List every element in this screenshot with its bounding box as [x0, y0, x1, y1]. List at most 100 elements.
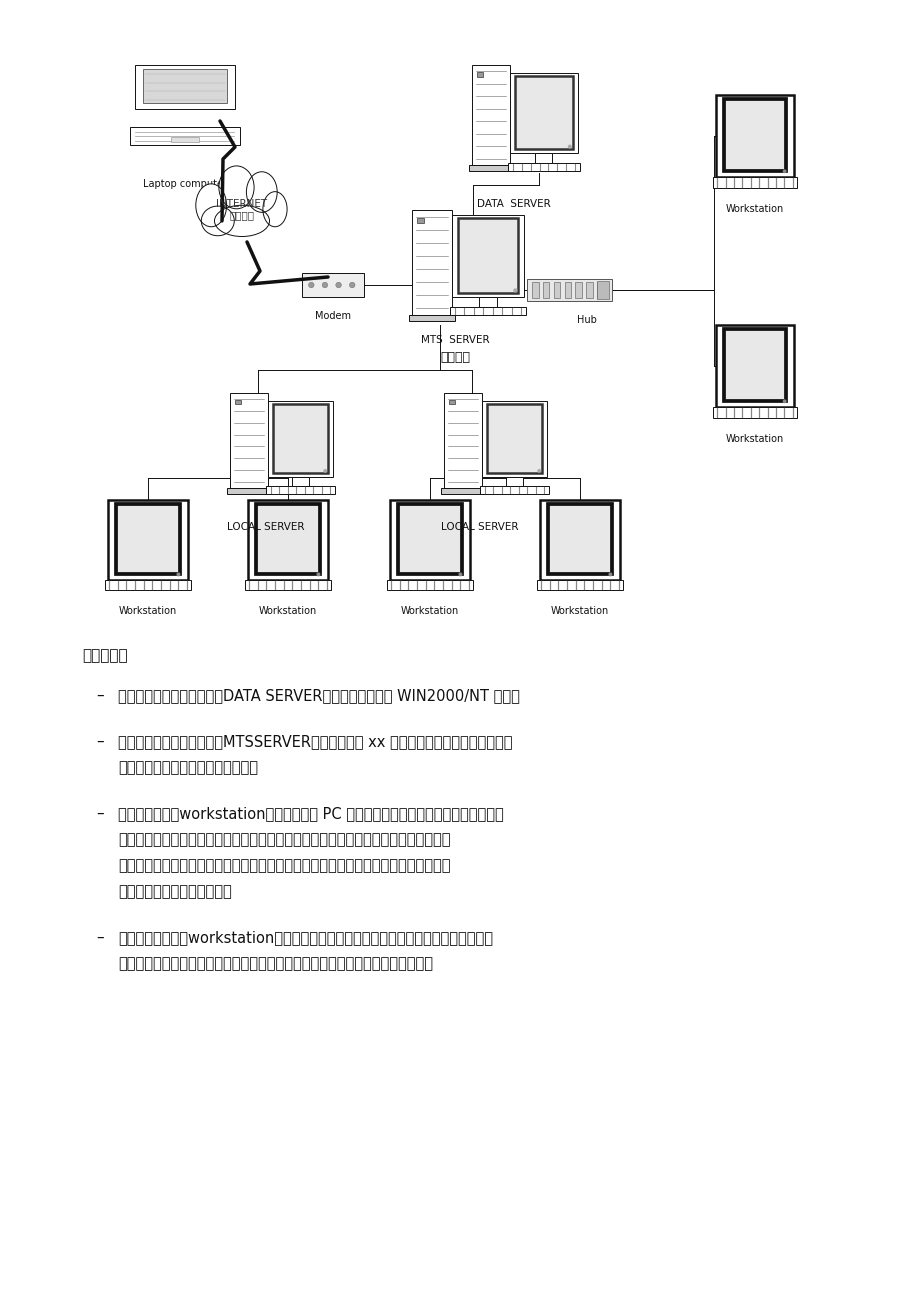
Ellipse shape	[263, 191, 287, 227]
Bar	[539, 500, 619, 579]
Circle shape	[308, 283, 313, 288]
Bar	[441, 488, 484, 493]
Bar	[398, 504, 461, 574]
Bar	[596, 281, 608, 298]
Ellipse shape	[214, 206, 269, 237]
Text: Workstation: Workstation	[725, 203, 783, 214]
Ellipse shape	[219, 165, 254, 208]
Bar	[723, 99, 786, 171]
Bar	[105, 579, 191, 590]
Text: –: –	[96, 687, 104, 703]
Text: 总部的客户端（workstation）使用普通的 PC 机，作为客户端操作某系统使用，从系统: 总部的客户端（workstation）使用普通的 PC 机，作为客户端操作某系统…	[118, 806, 504, 822]
Bar	[596, 283, 604, 298]
Bar	[479, 297, 496, 307]
Text: 移动办公: 移动办公	[229, 210, 255, 220]
Bar	[171, 137, 199, 142]
Text: –: –	[96, 930, 104, 945]
Bar	[130, 128, 240, 145]
Text: Workstation: Workstation	[725, 434, 783, 444]
Bar	[135, 65, 234, 109]
Bar	[273, 404, 327, 474]
Circle shape	[176, 573, 180, 577]
Bar	[292, 477, 308, 486]
Bar	[230, 393, 267, 488]
Circle shape	[316, 573, 320, 577]
Bar	[536, 579, 622, 590]
Text: Workstation: Workstation	[550, 607, 608, 616]
Ellipse shape	[246, 172, 277, 212]
Bar	[412, 210, 451, 315]
Text: 图示说明：: 图示说明：	[82, 648, 128, 663]
Bar	[108, 500, 187, 579]
Bar	[575, 283, 582, 298]
Bar	[227, 488, 270, 493]
Bar	[482, 401, 547, 477]
Bar	[451, 215, 524, 297]
Bar	[390, 500, 470, 579]
Text: –: –	[96, 806, 104, 822]
Bar	[542, 283, 549, 298]
Bar	[444, 393, 482, 488]
Bar	[476, 72, 482, 77]
Bar	[585, 283, 593, 298]
Bar	[409, 315, 455, 322]
Bar	[255, 504, 320, 574]
Text: Modem: Modem	[314, 311, 351, 322]
Text: Laptop computer: Laptop computer	[142, 178, 227, 189]
Bar	[531, 283, 538, 298]
Bar	[448, 400, 455, 405]
Bar	[234, 400, 241, 405]
Bar	[564, 283, 571, 298]
Circle shape	[322, 283, 327, 288]
Bar	[386, 579, 472, 590]
Bar	[267, 486, 335, 493]
Circle shape	[323, 469, 327, 473]
Bar	[487, 404, 541, 474]
Bar	[723, 329, 786, 401]
Circle shape	[567, 145, 572, 148]
Bar	[471, 65, 509, 165]
Bar	[715, 95, 793, 177]
Ellipse shape	[196, 184, 226, 227]
Circle shape	[537, 469, 540, 473]
Text: Workstation: Workstation	[119, 607, 177, 616]
Text: Workstation: Workstation	[258, 607, 317, 616]
Text: Hub: Hub	[576, 315, 596, 326]
Bar	[509, 73, 577, 154]
Bar	[469, 165, 512, 171]
Circle shape	[782, 169, 786, 173]
Text: DATA  SERVER: DATA SERVER	[477, 199, 550, 210]
Bar	[553, 283, 560, 298]
Bar	[548, 504, 611, 574]
Text: Workstation: Workstation	[401, 607, 459, 616]
Text: 应用量，中间层服务器设置了三台。: 应用量，中间层服务器设置了三台。	[118, 760, 257, 775]
Text: 集团总部的中间层服务器（MTSSERVER）配置：根据 xx 证券公司目前的下属单位数量及: 集团总部的中间层服务器（MTSSERVER）配置：根据 xx 证券公司目前的下属…	[118, 734, 512, 749]
Bar	[505, 477, 522, 486]
Text: 应用角度讲，总部的客户端和各下属营业部的客户端无本质的区别，只是应用的地理位: 应用角度讲，总部的客户端和各下属营业部的客户端无本质的区别，只是应用的地理位	[118, 832, 450, 848]
Bar	[458, 217, 517, 293]
Text: 置和各个操作人员使用的数据和应用的模块不同而已。总部的客户端是作为总部各机构: 置和各个操作人员使用的数据和应用的模块不同而已。总部的客户端是作为总部各机构	[118, 858, 450, 874]
Bar	[301, 273, 364, 297]
Text: 集团总部的数据库服务器（DATA SERVER）配置一台，使用 WIN2000/NT 平台。: 集团总部的数据库服务器（DATA SERVER）配置一台，使用 WIN2000/…	[118, 687, 519, 703]
Bar	[712, 408, 796, 418]
Text: LOCAL SERVER: LOCAL SERVER	[441, 522, 518, 533]
Bar	[248, 500, 328, 579]
Text: 营业部的客户端（workstation）：如前所述，该客户端与总部的客户端无本质的区别，: 营业部的客户端（workstation）：如前所述，该客户端与总部的客户端无本质…	[118, 930, 493, 945]
Bar	[416, 217, 424, 223]
Text: LOCAL SERVER: LOCAL SERVER	[227, 522, 304, 533]
Bar	[267, 401, 333, 477]
Bar	[515, 76, 572, 150]
Circle shape	[349, 283, 355, 288]
Bar	[449, 307, 526, 315]
Text: 只是应用的范围不同而已。营业部使用客户端只负责本单位财务系统的数据操作。: 只是应用的范围不同而已。营业部使用客户端只负责本单位财务系统的数据操作。	[118, 956, 433, 971]
Circle shape	[782, 400, 786, 404]
Circle shape	[513, 288, 517, 293]
Circle shape	[607, 573, 612, 577]
Bar	[715, 326, 793, 408]
Bar	[535, 154, 552, 163]
Bar	[480, 486, 548, 493]
Ellipse shape	[201, 206, 234, 236]
Bar	[116, 504, 180, 574]
Bar	[142, 69, 227, 103]
Bar	[508, 163, 579, 171]
